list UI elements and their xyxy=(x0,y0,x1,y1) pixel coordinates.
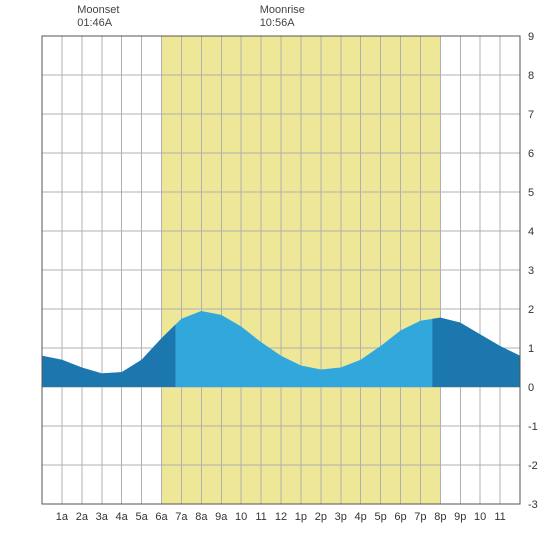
svg-text:8p: 8p xyxy=(434,511,446,523)
svg-text:2a: 2a xyxy=(76,511,89,523)
svg-text:7p: 7p xyxy=(414,511,426,523)
chart-svg: -3-2-101234567891a2a3a4a5a6a7a8a9a101112… xyxy=(0,0,550,550)
svg-text:7: 7 xyxy=(528,109,534,121)
svg-text:5: 5 xyxy=(528,187,534,199)
svg-text:1: 1 xyxy=(528,343,534,355)
svg-text:8: 8 xyxy=(528,70,534,82)
svg-text:3: 3 xyxy=(528,265,534,277)
svg-text:-2: -2 xyxy=(528,460,538,472)
svg-text:-1: -1 xyxy=(528,421,538,433)
svg-text:0: 0 xyxy=(528,382,534,394)
svg-text:5a: 5a xyxy=(135,511,148,523)
svg-text:7a: 7a xyxy=(175,511,188,523)
top-labels: Moonset 01:46A Moonrise 10:56A xyxy=(0,4,550,34)
svg-text:6: 6 xyxy=(528,148,534,160)
svg-text:2: 2 xyxy=(528,304,534,316)
moonrise-label: Moonrise 10:56A xyxy=(260,4,305,30)
moonset-title: Moonset xyxy=(77,4,119,17)
svg-text:1p: 1p xyxy=(295,511,307,523)
svg-text:11: 11 xyxy=(255,511,266,523)
svg-text:2p: 2p xyxy=(315,511,327,523)
svg-text:4a: 4a xyxy=(116,511,129,523)
svg-text:9p: 9p xyxy=(454,511,466,523)
moonrise-time: 10:56A xyxy=(260,17,305,30)
svg-text:12: 12 xyxy=(275,511,287,523)
tide-chart: Moonset 01:46A Moonrise 10:56A -3-2-1012… xyxy=(0,0,550,550)
svg-text:8a: 8a xyxy=(195,511,208,523)
svg-text:-3: -3 xyxy=(528,499,538,511)
svg-text:1a: 1a xyxy=(56,511,69,523)
svg-text:5p: 5p xyxy=(374,511,386,523)
svg-text:11: 11 xyxy=(494,511,505,523)
svg-text:9a: 9a xyxy=(215,511,228,523)
svg-text:10: 10 xyxy=(474,511,486,523)
moonset-label: Moonset 01:46A xyxy=(77,4,119,30)
moonset-time: 01:46A xyxy=(77,17,119,30)
svg-text:3a: 3a xyxy=(96,511,109,523)
moonrise-title: Moonrise xyxy=(260,4,305,17)
svg-text:4: 4 xyxy=(528,226,534,238)
svg-text:6p: 6p xyxy=(394,511,406,523)
svg-text:10: 10 xyxy=(235,511,247,523)
svg-text:4p: 4p xyxy=(355,511,367,523)
svg-text:3p: 3p xyxy=(335,511,347,523)
svg-text:6a: 6a xyxy=(155,511,168,523)
